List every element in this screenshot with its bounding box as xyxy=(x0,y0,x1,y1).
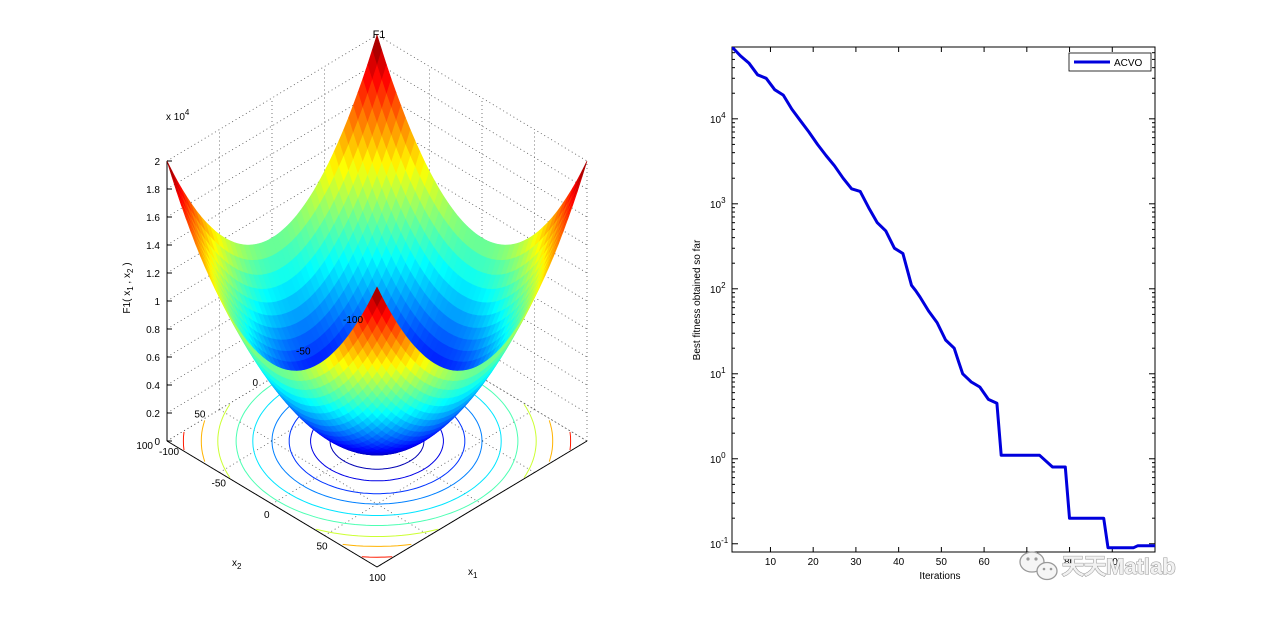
x-tick-label: -50 xyxy=(212,479,227,490)
watermark: 天天Matlab xyxy=(1019,551,1176,581)
acvo-series-line xyxy=(732,47,1155,550)
x-tick-label: 0 xyxy=(264,510,270,521)
x-tick-label: 10 xyxy=(765,557,777,568)
z-tick-labels: 0 0.2 0.4 0.6 0.8 1 1.2 1.4 1.6 1.8 2 xyxy=(146,157,172,448)
axis-line xyxy=(376,440,588,568)
line-x-axis-label: Iterations xyxy=(919,571,960,582)
x-tick-label: 50 xyxy=(317,542,329,553)
y-tick-base: 10 xyxy=(710,540,722,551)
y-tick-label: 102 xyxy=(710,281,726,296)
y-tick-base: 10 xyxy=(710,285,722,296)
contour-line xyxy=(200,420,206,462)
y-tick-exp: 2 xyxy=(721,281,726,290)
z-tick-label: 2 xyxy=(154,157,160,168)
y-tick-label: 101 xyxy=(710,366,726,381)
y-tick-exp: 1 xyxy=(721,366,726,375)
x-tick-label: 30 xyxy=(850,557,862,568)
x-tick-label: 40 xyxy=(893,557,905,568)
z-tick-label: 1 xyxy=(154,297,160,308)
z-tick-label: 0 xyxy=(154,437,160,448)
x-tick-label: 50 xyxy=(936,557,948,568)
y-axis-label-sub: 2 xyxy=(237,562,242,571)
y-axis-label: x2 xyxy=(232,558,242,571)
x-tick-label: -100 xyxy=(159,447,179,458)
x-tick-label: 80 xyxy=(1064,557,1076,568)
z-axis-label-sub2: 2 xyxy=(126,268,135,273)
legend-label: ACVO xyxy=(1114,58,1143,69)
legend: ACVO xyxy=(1068,52,1152,72)
y-tick-label: 50 xyxy=(194,410,206,421)
y-tick-label: 0 xyxy=(252,378,258,389)
y-tick-base: 10 xyxy=(710,200,722,211)
x-tick-label: 20 xyxy=(808,557,820,568)
contour-line xyxy=(342,543,412,547)
x-tick-label: 100 xyxy=(369,573,386,584)
axis-line xyxy=(166,440,378,568)
plot-area xyxy=(731,46,1156,553)
contour-line xyxy=(315,528,439,537)
surface-mesh xyxy=(166,33,588,456)
y-tick-base: 10 xyxy=(710,115,722,126)
y-tick-exp: 3 xyxy=(721,196,726,205)
y-tick-label: 100 xyxy=(710,451,726,466)
z-tick-label: 1.8 xyxy=(146,185,160,196)
z-tick-label: 1.2 xyxy=(146,269,160,280)
y-tick-base: 10 xyxy=(710,455,722,466)
z-tick-label: 0.8 xyxy=(146,325,160,336)
x-axis-label: x1 xyxy=(468,567,478,580)
y-tick-label: 104 xyxy=(710,111,726,126)
line-y-axis-label: Best fitness obtained so far xyxy=(692,239,703,360)
y-tick-label: -50 xyxy=(296,347,311,358)
z-tick-label: 0.4 xyxy=(146,381,160,392)
contour-line xyxy=(523,404,537,478)
surface-patch xyxy=(166,160,177,187)
y-tick-exp: 4 xyxy=(721,111,726,120)
z-tick-label: 0.6 xyxy=(146,353,160,364)
x-axis-label-sub: 1 xyxy=(473,571,478,580)
surface-patch xyxy=(371,286,383,307)
y-tick-base: 10 xyxy=(710,370,722,381)
y-tick-labels: -100 -50 0 50 100 xyxy=(136,315,363,452)
y-tick-label: 10-1 xyxy=(710,536,729,551)
watermark-text: 天天Matlab xyxy=(1062,554,1176,579)
z-axis-label-b: , x xyxy=(122,273,133,286)
contour-line xyxy=(217,404,231,478)
y-axis-label-main: x xyxy=(232,558,237,569)
y-tick-exp: -1 xyxy=(721,536,729,545)
z-tick-label: 0.2 xyxy=(146,409,160,420)
contour-line xyxy=(182,431,185,451)
z-tick-label: 1.6 xyxy=(146,213,160,224)
z-axis-label-sub1: 1 xyxy=(126,286,135,291)
y-tick-label: 103 xyxy=(710,196,726,211)
z-axis-label-a: F1( x xyxy=(122,291,133,314)
x-tick-labels: -100 -50 0 50 100 xyxy=(159,447,386,584)
z-multiplier-exp: 4 xyxy=(185,108,190,117)
x-tick-label: 60 xyxy=(979,557,991,568)
z-multiplier-base: x 10 xyxy=(166,112,185,123)
wechat-icon xyxy=(1019,551,1058,581)
x-axis-label-main: x xyxy=(468,567,473,578)
z-tick-label: 1.4 xyxy=(146,241,160,252)
contour-line xyxy=(548,420,554,462)
surface-patch xyxy=(577,160,588,187)
contour-line xyxy=(569,431,572,451)
y-tick-label: -100 xyxy=(343,315,363,326)
y-tick-label: 100 xyxy=(136,441,153,452)
y-tick-exp: 0 xyxy=(721,451,726,460)
surface-chart: F1 x 104 00.20.40.60.811.21.41.61.82 -10… xyxy=(122,29,588,584)
z-axis-label-c: ) xyxy=(122,262,133,268)
x-tick-label: 90 xyxy=(1107,557,1119,568)
z-axis-label: F1( x1 , x2 ) xyxy=(122,262,135,313)
z-multiplier: x 104 xyxy=(166,108,190,123)
